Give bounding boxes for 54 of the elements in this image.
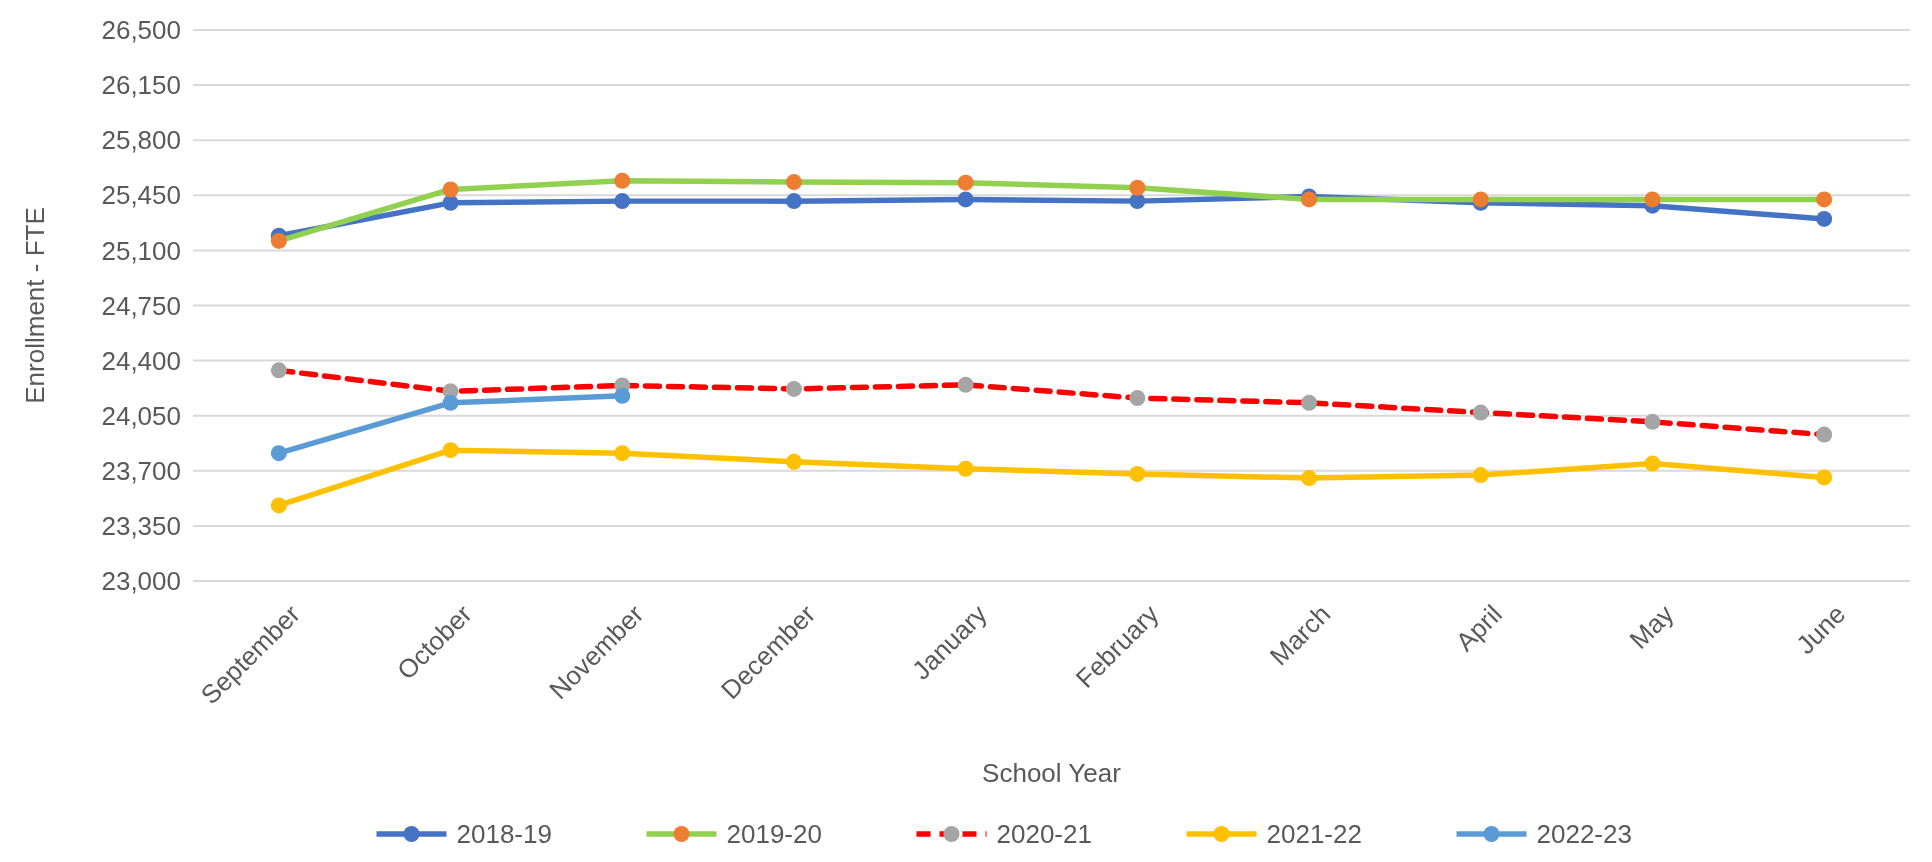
point	[1644, 191, 1661, 208]
y-tick-label: 24,050	[101, 400, 181, 431]
y-tick-label: 23,350	[101, 511, 181, 541]
point	[614, 445, 631, 462]
y-tick-label: 25,450	[101, 180, 181, 211]
point	[957, 376, 974, 393]
point	[1644, 413, 1661, 430]
point	[1129, 465, 1146, 482]
point	[957, 191, 974, 208]
legend-label: 2018-19	[456, 819, 552, 850]
point	[442, 394, 459, 411]
legend-label: 2022-23	[1536, 819, 1632, 850]
point	[1472, 404, 1489, 421]
x-tick-label: May	[1623, 598, 1680, 655]
y-tick-label: 24,750	[101, 290, 181, 321]
point	[1816, 469, 1833, 486]
x-axis-title: School Year	[982, 758, 1122, 788]
point	[270, 497, 287, 514]
y-tick-label: 25,800	[101, 125, 181, 156]
point	[1472, 467, 1489, 484]
point	[1129, 390, 1146, 407]
point	[270, 445, 287, 462]
y-tick-label: 24,400	[101, 345, 181, 376]
point	[957, 174, 974, 191]
y-axis-title: Enrollment - FTE	[20, 207, 50, 404]
y-tick-label: 23,000	[101, 566, 181, 597]
point	[1816, 426, 1833, 443]
y-tick-label: 25,100	[101, 235, 181, 266]
point	[442, 442, 459, 459]
y-tick-label: 26,150	[101, 70, 181, 101]
point	[270, 362, 287, 379]
point	[1129, 179, 1146, 196]
point	[1129, 193, 1146, 210]
y-tick-label: 26,500	[101, 15, 181, 46]
point	[785, 174, 802, 191]
point	[1816, 191, 1833, 208]
point	[1816, 210, 1833, 227]
legend-label: 2020-21	[996, 819, 1092, 850]
point	[785, 193, 802, 210]
y-tick-label: 23,700	[101, 455, 181, 486]
point	[442, 194, 459, 211]
point	[1644, 455, 1661, 472]
point	[270, 232, 287, 249]
point	[614, 193, 631, 210]
point	[1301, 394, 1318, 411]
point	[614, 172, 631, 189]
point	[442, 181, 459, 198]
legend-label: 2021-22	[1266, 819, 1362, 850]
point	[785, 380, 802, 397]
point	[785, 453, 802, 470]
legend-label: 2019-20	[726, 819, 822, 850]
point	[957, 460, 974, 477]
point	[1301, 470, 1318, 487]
point	[614, 387, 631, 404]
